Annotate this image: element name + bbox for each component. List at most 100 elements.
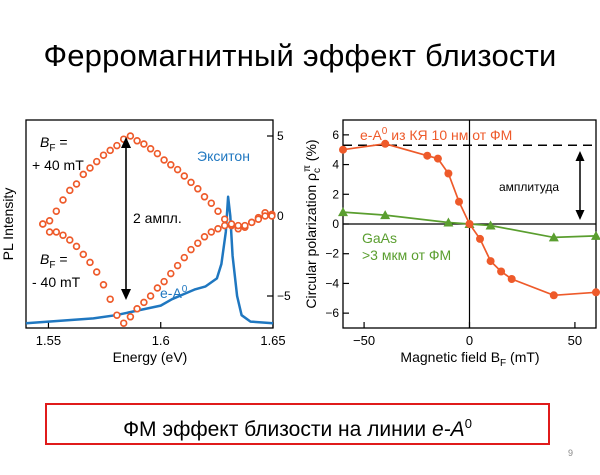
caption-text: ФМ эффект близости на линии <box>123 418 432 441</box>
gaas-point <box>591 230 600 240</box>
ea0-spectrum-line <box>25 195 274 325</box>
bminus-symbol: B <box>40 251 49 267</box>
left-chart: 1.55 1.6 1.65 5 0 −5 Energy (eV) PL Intensit… <box>0 119 291 365</box>
right-y-tick-label: 0 <box>332 217 339 231</box>
bminus-point <box>45 228 54 236</box>
bminus-subscript: F <box>49 260 55 271</box>
two-ampl-label: 2 ампл. <box>133 210 182 226</box>
bplus-point <box>79 170 88 179</box>
left-right-tick-label: 5 <box>277 129 284 143</box>
bminus-equals: = <box>55 251 67 267</box>
bplus-point <box>86 164 94 172</box>
gaas-point <box>338 207 348 217</box>
bminus-point <box>261 212 269 220</box>
ea0-polarization-point <box>497 267 506 276</box>
bplus-point <box>220 215 229 223</box>
bminus-point <box>220 221 229 230</box>
bplus-point <box>99 151 108 159</box>
right-y-tick-label: 2 <box>332 187 339 201</box>
ea0-polarization-point <box>433 154 442 163</box>
slide-title: Ферромагнитный эффект близости <box>43 38 557 73</box>
right-series-layer <box>338 139 600 300</box>
bplus-point <box>146 145 155 153</box>
two-ampl-label-bg <box>131 208 189 228</box>
ea0-series-label: e-A0 из КЯ 10 нм от ФМ <box>360 126 512 143</box>
bminus-point <box>194 239 202 247</box>
gaas-distance-label: >3 мкм от ФМ <box>362 247 451 263</box>
exciton-label: Экситон <box>197 148 250 164</box>
ea0-polarization-point <box>486 257 495 266</box>
bplus-point <box>173 165 182 174</box>
bminus-point <box>92 268 101 276</box>
right-x-ticks: −50 0 50 <box>353 322 582 348</box>
bminus-point <box>187 245 195 254</box>
bminus-label: BF = <box>40 251 68 271</box>
bminus-point <box>160 277 168 286</box>
bminus-point <box>79 250 88 259</box>
ea0-series-text: из КЯ 10 нм от ФМ <box>387 127 512 143</box>
caption-symbol: e-A <box>432 418 465 441</box>
right-y-tick-label: −4 <box>325 276 339 290</box>
gaas-label: GaAs <box>362 230 397 246</box>
ea0-polarization-point <box>549 291 558 300</box>
bminus-point <box>39 220 47 228</box>
right-x-tick-label: 0 <box>466 333 473 348</box>
bminus-point <box>254 215 263 223</box>
bminus-point <box>241 221 249 230</box>
amplitude-label: амплитуда <box>499 180 559 194</box>
bplus-point <box>92 157 101 166</box>
right-y-tick-label: 4 <box>332 158 339 172</box>
gaas-point <box>548 232 559 242</box>
right-x-label-unit: (mT) <box>506 349 539 365</box>
ea0-polarization-point <box>476 234 484 243</box>
bminus-point <box>146 292 155 300</box>
left-right-tick-label: 0 <box>277 209 284 223</box>
right-y-label-main: Circular polarization ρ <box>303 173 319 309</box>
bminus-point <box>66 236 74 244</box>
ea0-polarization-point <box>455 197 463 206</box>
bplus-point <box>200 193 209 201</box>
bplus-value: + 40 mT <box>32 157 84 173</box>
bminus-point <box>86 258 94 267</box>
ea0-label: e-A0 <box>160 284 188 301</box>
bminus-point <box>106 295 114 303</box>
bplus-point <box>126 132 135 140</box>
bplus-point <box>59 196 67 204</box>
right-x-tick-label: −50 <box>353 333 375 348</box>
left-x-tick-label: 1.55 <box>36 333 61 348</box>
bminus-point <box>140 298 148 307</box>
page-number: 9 <box>568 448 574 458</box>
left-x-tick-label: 1.6 <box>152 333 170 348</box>
caption-superscript: 0 <box>464 416 472 431</box>
bplus-point <box>106 146 114 155</box>
bminus-point <box>247 218 256 227</box>
bminus-point <box>268 212 276 220</box>
bplus-point <box>214 207 222 215</box>
left-y-axis-label: PL Intensity <box>0 188 16 261</box>
bplus-point <box>140 140 148 148</box>
right-y-axis-label: Circular polarization ρcπ (%) <box>302 139 323 308</box>
right-y-ticks: 6 4 2 0 −2 −4 −6 <box>325 128 349 320</box>
gaas-point <box>380 210 391 220</box>
ea0-polarization-point <box>592 288 600 297</box>
bplus-point <box>66 186 74 195</box>
bminus-point <box>234 221 242 230</box>
bminus-point <box>153 284 162 292</box>
bminus-point <box>167 269 175 278</box>
bplus-symbol: B <box>40 134 49 150</box>
ea0-superscript: 0 <box>182 284 188 295</box>
bminus-point <box>72 242 81 251</box>
bminus-point <box>133 305 141 313</box>
bplus-point <box>113 141 121 150</box>
right-y-label-sub: c <box>312 168 323 173</box>
ea0-series-symbol: e-A <box>360 127 382 143</box>
left-x-tick-label: 1.65 <box>260 333 285 348</box>
left-x-ticks: 1.55 1.6 1.65 <box>36 322 286 348</box>
bminus-point <box>200 233 209 241</box>
ea0-polarization-point <box>339 145 347 154</box>
bminus-point <box>180 253 189 262</box>
ea0-polarization-point <box>444 169 453 178</box>
bminus-point <box>173 261 182 270</box>
bminus-point <box>227 220 236 228</box>
